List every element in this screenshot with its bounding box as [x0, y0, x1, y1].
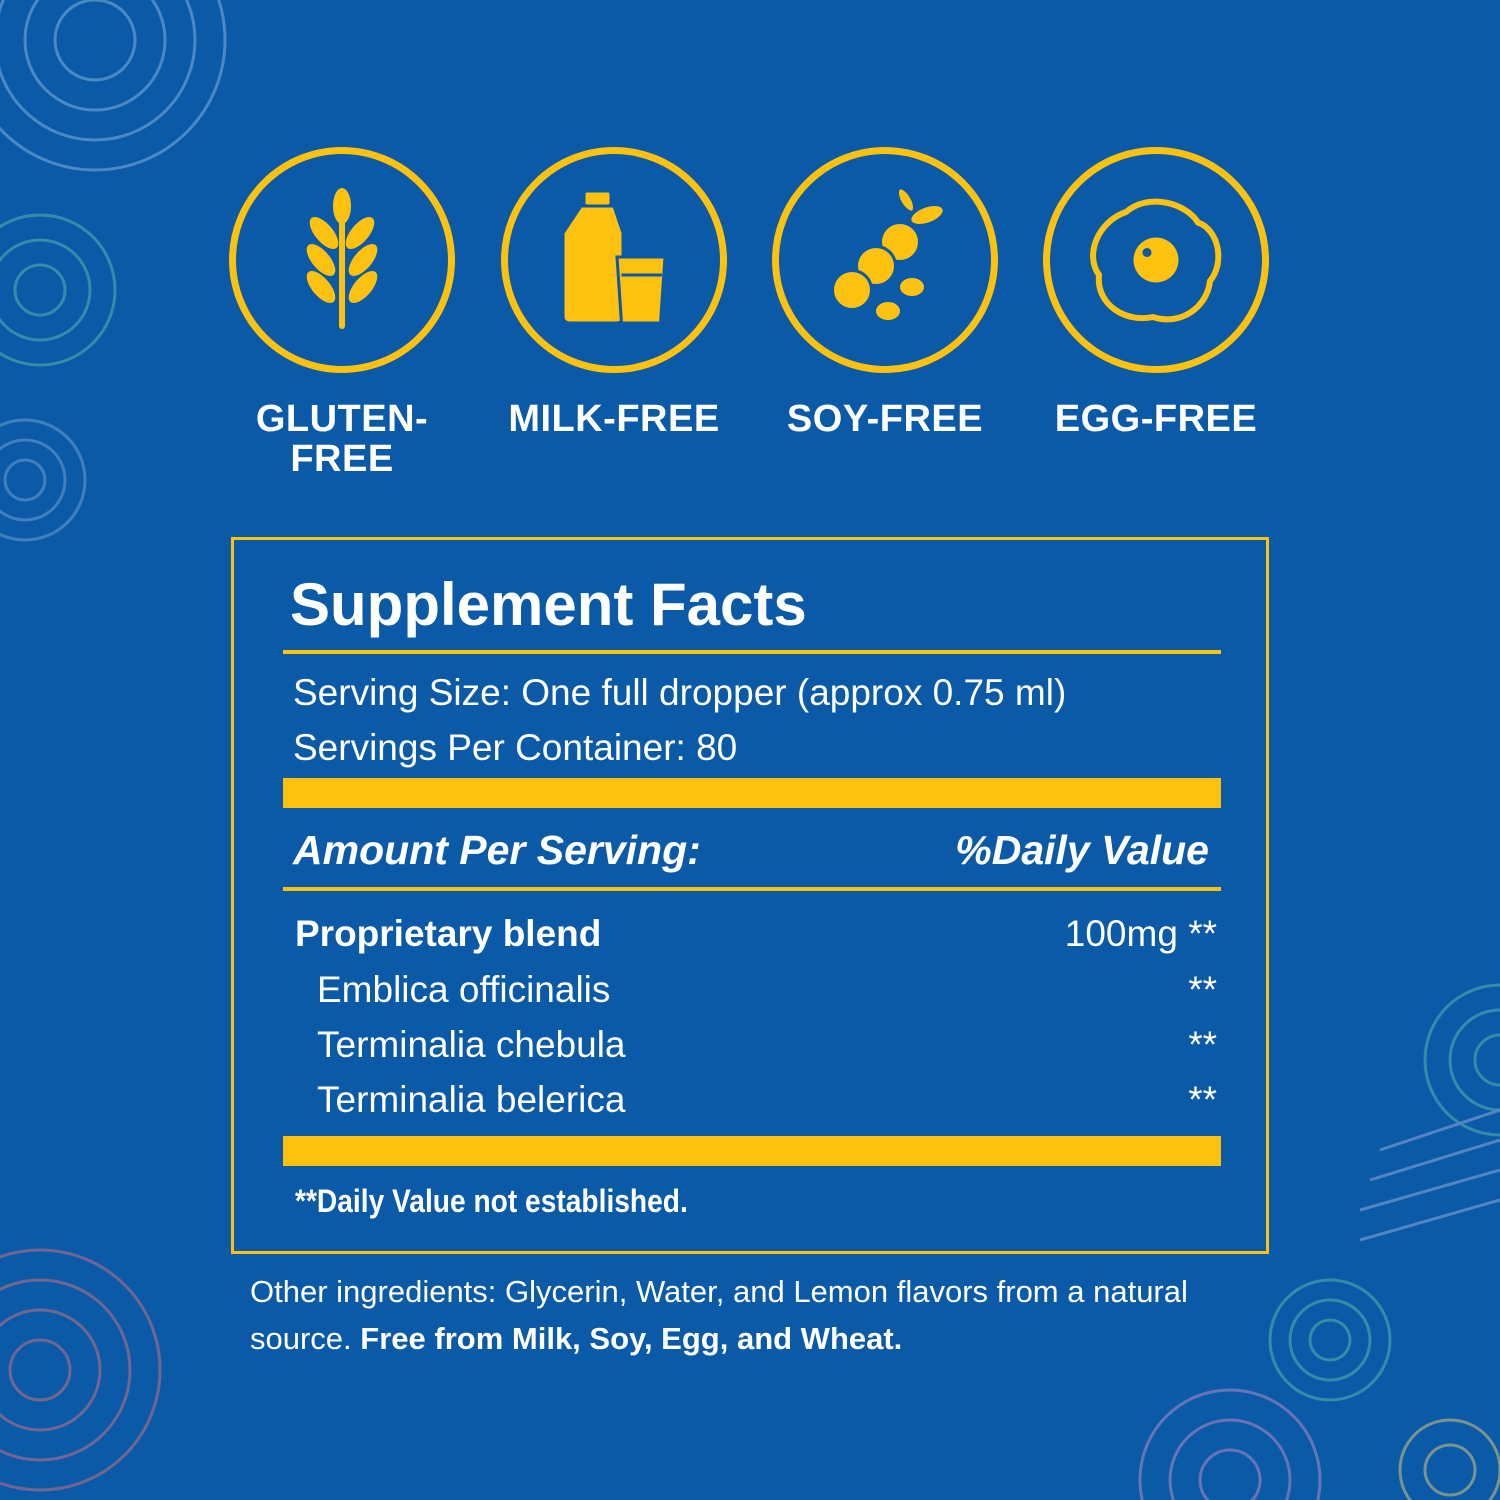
- badge-ring: [1043, 147, 1269, 373]
- amount-per-serving-label: Amount Per Serving:: [293, 827, 701, 873]
- badge-milk-free: MILK-FREE: [489, 147, 739, 439]
- other-ingredients-text: Other ingredients: Glycerin, Water, and …: [250, 1274, 1188, 1356]
- wheat-icon: [306, 188, 378, 329]
- badge-ring: [229, 147, 455, 373]
- allergen-badges: GLUTEN- FREE MILK-FREE: [0, 0, 1500, 500]
- badge-label: SOY-FREE: [786, 398, 984, 440]
- allergen-statement: Free from Milk, Soy, Egg, and Wheat.: [360, 1321, 903, 1356]
- ingredient-name: Emblica officinalis: [317, 969, 611, 1010]
- daily-value-label: %Daily Value: [955, 827, 1209, 873]
- divider-thick: [283, 1136, 1221, 1166]
- divider: [283, 650, 1221, 654]
- soybean-icon: [831, 186, 946, 323]
- ingredient-value: **: [1188, 1079, 1217, 1120]
- badge-egg-free: EGG-FREE: [1031, 147, 1281, 439]
- badge-label: GLUTEN- FREE: [255, 398, 429, 480]
- milk-bottle-icon: [561, 189, 667, 325]
- divider: [283, 887, 1221, 891]
- badge-label: MILK-FREE: [508, 398, 720, 440]
- ingredient-value: **: [1188, 969, 1217, 1010]
- ingredient-value: 100mg **: [1064, 913, 1217, 954]
- ingredient-name: Terminalia belerica: [317, 1079, 626, 1120]
- daily-value-footnote: **Daily Value not established.: [295, 1183, 688, 1219]
- ingredient-value: **: [1188, 1024, 1217, 1065]
- badge-gluten-free: GLUTEN- FREE: [217, 147, 467, 479]
- divider-thick: [283, 778, 1221, 808]
- ingredient-name: Proprietary blend: [295, 913, 602, 954]
- badge-ring: [772, 147, 998, 373]
- badge-label: EGG-FREE: [1054, 398, 1258, 440]
- fried-egg-icon: [1090, 198, 1222, 323]
- ingredient-name: Terminalia chebula: [317, 1024, 626, 1065]
- badge-ring: [501, 147, 727, 373]
- facts-title: Supplement Facts: [290, 571, 807, 638]
- supplement-facts-panel: Supplement Facts Serving Size: One full …: [231, 537, 1269, 1254]
- other-ingredients: Other ingredients: Glycerin, Water, and …: [250, 1268, 1250, 1362]
- serving-size: Serving Size: One full dropper (approx 0…: [293, 672, 1067, 713]
- badge-soy-free: SOY-FREE: [760, 147, 1010, 439]
- servings-per-container: Servings Per Container: 80: [293, 727, 738, 768]
